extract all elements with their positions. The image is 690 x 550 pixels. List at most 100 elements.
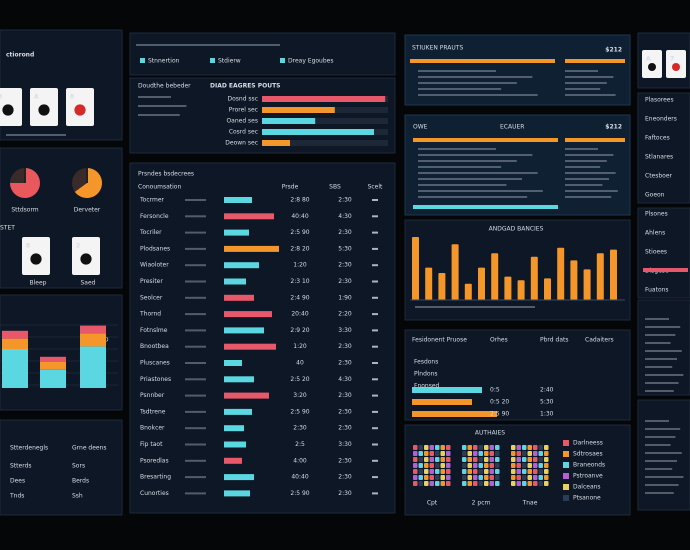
- bar: [224, 229, 249, 236]
- heat-cell: [484, 463, 489, 468]
- text-placeholder: [645, 468, 673, 470]
- bar: [451, 244, 459, 300]
- table-cell: Fip taot: [140, 441, 163, 448]
- heat-cell: [544, 451, 549, 456]
- heat-cell: [495, 463, 500, 468]
- bar-segment: [40, 362, 66, 370]
- text-placeholder: [185, 264, 206, 267]
- heat-cell: [424, 475, 429, 480]
- bar: [224, 441, 246, 448]
- bar: [596, 253, 604, 300]
- bar-segment: [80, 333, 106, 347]
- heat-label: 2 pcm: [472, 500, 491, 507]
- chart-title: AUTHAIES: [475, 430, 505, 437]
- text-placeholder: [185, 296, 206, 299]
- text-placeholder: [565, 154, 614, 156]
- text-placeholder: [418, 196, 528, 198]
- heat-cell: [467, 445, 472, 450]
- amount: $212: [605, 124, 622, 131]
- status-dot: [372, 492, 378, 495]
- card-suit: [672, 63, 680, 71]
- table-cell: Tocrmer: [139, 197, 165, 204]
- table-cell: 5:30: [540, 399, 554, 406]
- bar: [224, 327, 264, 334]
- heat-cell: [462, 457, 467, 462]
- panel: [637, 399, 690, 511]
- text-placeholder: [645, 484, 679, 486]
- heat-cell: [467, 481, 472, 486]
- amount: $212: [605, 47, 622, 54]
- text-placeholder: [185, 492, 206, 495]
- table-cell: 20:40: [291, 311, 308, 318]
- heat-cell: [478, 463, 483, 468]
- table-cell: 40: [296, 360, 304, 367]
- table-cell: Berds: [72, 478, 89, 485]
- heat-cell: [511, 451, 516, 456]
- table-title: Prsndes bsdecrees: [138, 171, 194, 178]
- card-suit: [74, 104, 86, 116]
- heat-cell: [516, 475, 521, 480]
- bar: [224, 425, 244, 432]
- bar: [224, 360, 242, 366]
- heat-cell: [533, 445, 538, 450]
- chart-subtitle: Doudthe bebeder: [138, 83, 191, 90]
- heat-cell: [511, 469, 516, 474]
- text-placeholder: [565, 190, 618, 192]
- text-placeholder: [645, 382, 679, 384]
- heat-cell: [429, 475, 434, 480]
- bar: [557, 247, 565, 300]
- table-cell: 4:30: [338, 376, 352, 383]
- table-header: Conoumsation: [138, 184, 181, 191]
- table-cell: 2:30: [338, 490, 352, 497]
- status-dot: [372, 476, 378, 479]
- heat-cell: [473, 445, 478, 450]
- table-cell: 0:5: [490, 387, 500, 394]
- heat-cell: [413, 451, 418, 456]
- heat-cell: [538, 475, 543, 480]
- table-cell: Presiter: [140, 278, 163, 285]
- heat-cell: [511, 475, 516, 480]
- panel: [129, 162, 396, 514]
- heat-cell: [424, 463, 429, 468]
- table-cell: Bnokcer: [140, 425, 165, 432]
- heat-cell: [516, 451, 521, 456]
- text-placeholder: [645, 358, 677, 360]
- table-cell: Tocriler: [139, 229, 162, 236]
- heat-cell: [533, 463, 538, 468]
- table-cell: 2:30: [338, 425, 352, 432]
- table-cell: 2:8 20: [290, 245, 309, 252]
- list-item: Ahlens: [645, 230, 665, 237]
- text-placeholder: [565, 70, 598, 72]
- highlight-bar: [565, 59, 625, 63]
- heat-cell: [516, 457, 521, 462]
- list-item: Eneonders: [645, 116, 677, 123]
- text-placeholder: [645, 326, 681, 328]
- text-placeholder: [418, 148, 496, 150]
- heat-cell: [467, 451, 472, 456]
- text-placeholder: [645, 366, 673, 368]
- text-placeholder: [565, 76, 614, 78]
- table-cell: Sors: [72, 463, 85, 470]
- heat-cell: [418, 463, 423, 468]
- text-placeholder: [418, 160, 517, 162]
- table-cell: Seolcer: [140, 294, 163, 301]
- legend-swatch: [563, 484, 569, 490]
- bar-segment: [40, 356, 66, 362]
- bar: [530, 256, 538, 300]
- gauge-needle: [86, 168, 88, 183]
- heat-cell: [435, 451, 440, 456]
- heat-cell: [544, 481, 549, 486]
- table-cell: Tsdtrene: [139, 408, 166, 415]
- heat-cell: [522, 475, 527, 480]
- heat-label: Tnae: [522, 500, 538, 507]
- legend-swatch: [563, 451, 569, 457]
- text-placeholder: [418, 82, 517, 84]
- table-cell: Fesdons: [414, 359, 438, 366]
- text-placeholder: [185, 476, 206, 479]
- heat-cell: [440, 475, 445, 480]
- bar: [224, 408, 252, 415]
- table-cell: Psnnber: [140, 392, 165, 399]
- heat-cell: [462, 475, 467, 480]
- bar: [425, 267, 433, 300]
